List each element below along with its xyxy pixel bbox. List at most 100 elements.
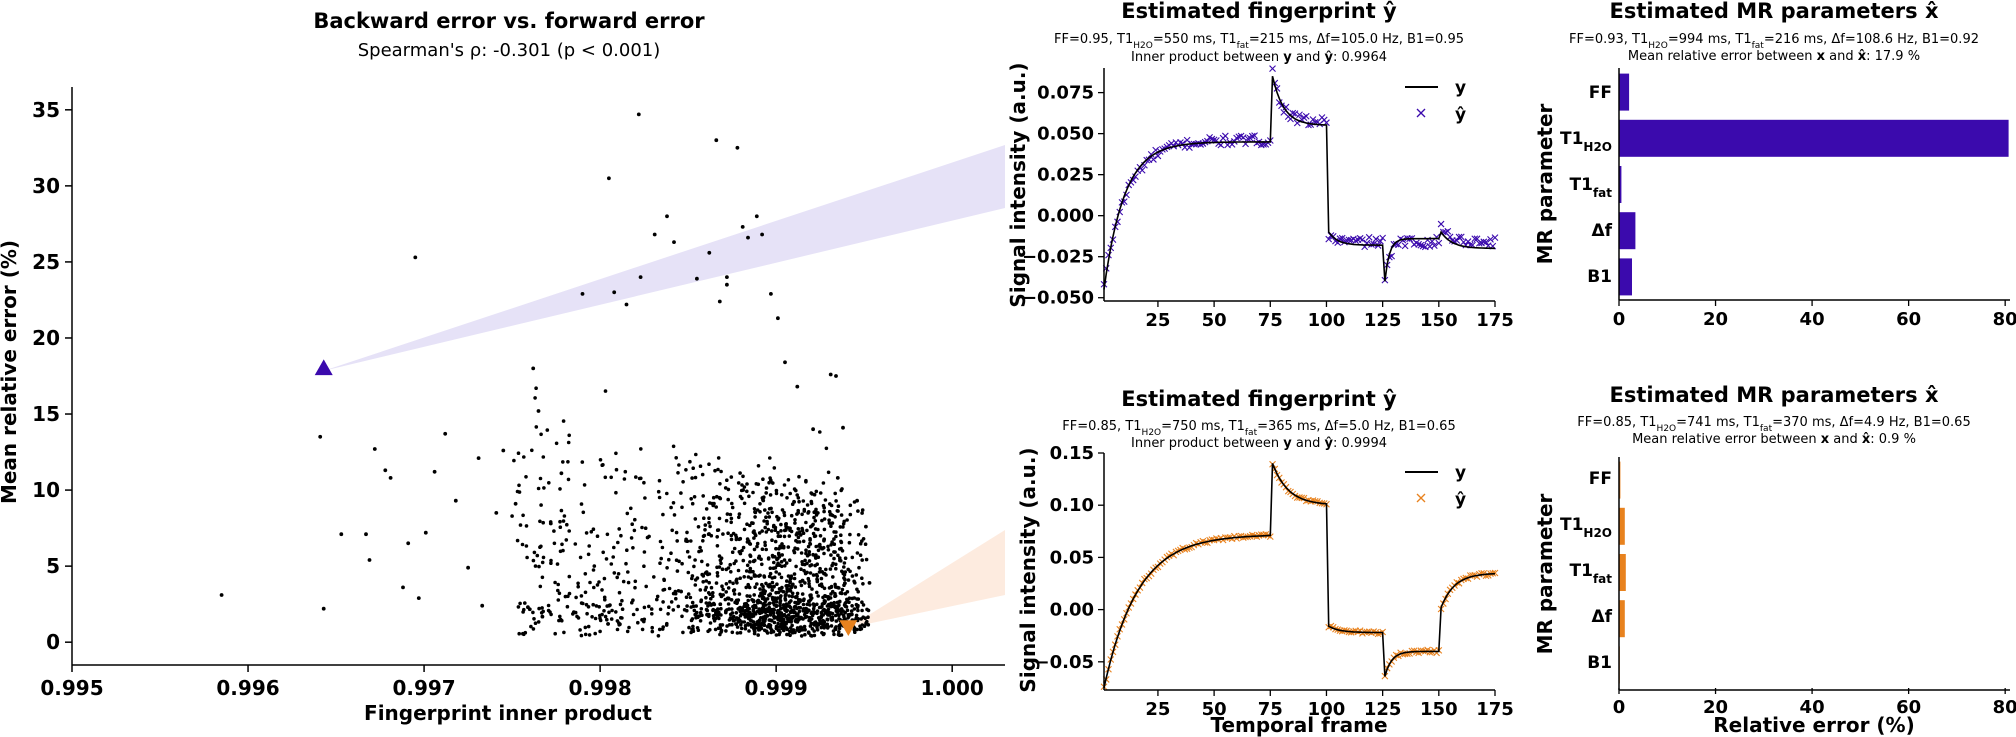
scatter-point [781, 617, 786, 622]
scatter-point [662, 587, 667, 592]
scatter-point [609, 475, 613, 480]
scatter-point [790, 615, 794, 619]
scatter-point [695, 576, 700, 580]
scatter-point [583, 625, 588, 630]
scatter-point [767, 574, 772, 579]
scatter-point [766, 527, 771, 532]
scatter-point [724, 609, 728, 613]
scatter-point [700, 472, 705, 477]
scatter-point [747, 629, 751, 633]
scatter-point [812, 492, 817, 497]
scatter-point [749, 569, 753, 574]
scatter-point [584, 531, 589, 535]
scatter-point [807, 618, 811, 623]
scatter-point [719, 469, 723, 474]
scatter-point [841, 425, 845, 430]
scatter-point [592, 585, 596, 590]
fp-yhat-marker [1401, 242, 1409, 250]
fp-yhat-marker [1491, 569, 1499, 577]
scatter-point [772, 466, 777, 470]
scatter-point [737, 592, 742, 596]
scatter-point [860, 558, 864, 562]
scatter-point [825, 622, 830, 627]
scatter-point [640, 525, 644, 530]
scatter-point [684, 537, 688, 542]
scatter-point [640, 627, 645, 632]
scatter-point [602, 609, 606, 613]
scatter-point [836, 509, 840, 513]
scatter-point [799, 551, 804, 555]
scatter-point [745, 537, 750, 541]
fp-x-tick-label: 175 [1476, 310, 1514, 331]
scatter-point [615, 627, 620, 632]
scatter-point [779, 529, 783, 533]
scatter-point [758, 502, 762, 506]
scatter-point [518, 601, 522, 606]
scatter-point [802, 568, 806, 573]
scatter-point [724, 590, 728, 594]
scatter-point [780, 508, 785, 512]
scatter-point [777, 516, 781, 521]
scatter-point [742, 527, 747, 532]
scatter-point [829, 585, 833, 589]
mr-top-label-b1: B1 [1587, 267, 1612, 287]
scatter-point [849, 609, 854, 613]
scatter-point [784, 592, 788, 597]
scatter-point [670, 528, 674, 533]
fp-y-tick-label: 0.000 [1037, 206, 1094, 227]
scatter-point [443, 431, 448, 436]
scatter-point [672, 513, 677, 517]
scatter-point [859, 626, 864, 631]
scatter-point [679, 589, 683, 594]
legend-yhat-marker [1416, 108, 1426, 118]
scatter-point [598, 618, 603, 623]
scatter-point [717, 516, 722, 521]
fp-yhat-marker [1282, 103, 1290, 111]
scatter-point [815, 590, 819, 595]
scatter-point [824, 573, 828, 577]
scatter-point [697, 614, 702, 618]
scatter-point [752, 536, 756, 540]
scatter-point [796, 511, 800, 515]
scatter-point [840, 587, 845, 592]
scatter-point [621, 579, 626, 584]
scatter-point [718, 623, 723, 627]
scatter-point [642, 619, 646, 624]
scatter-point [729, 537, 734, 542]
scatter-point [727, 623, 732, 627]
scatter-point [748, 553, 752, 557]
scatter-point [699, 599, 703, 604]
scatter-point [692, 564, 696, 569]
scatter-point [717, 554, 722, 558]
scatter-point [639, 447, 643, 451]
scatter-point [573, 610, 578, 615]
scatter-point [660, 627, 665, 631]
scatter-point [665, 491, 669, 496]
scatter-point [698, 545, 702, 550]
scatter-point [706, 629, 710, 634]
scatter-point [790, 594, 795, 599]
scatter-point [721, 532, 725, 536]
scatter-point [767, 622, 771, 627]
scatter-point [813, 519, 818, 523]
scatter-point [690, 501, 695, 506]
scatter-point [834, 534, 838, 539]
scatter-point [774, 488, 779, 493]
scatter-point [769, 292, 773, 296]
scatter-point [714, 138, 719, 143]
scatter-point [715, 494, 719, 499]
scatter-point [720, 567, 725, 571]
scatter-point [764, 486, 769, 490]
scatter-point [524, 475, 528, 479]
scatter-point [765, 597, 770, 601]
scatter-point [848, 532, 852, 537]
scatter-point [732, 618, 737, 622]
scatter-point [808, 537, 812, 541]
scatter-point [826, 607, 831, 612]
scatter-point [614, 490, 618, 495]
fp-bottom-plot [1100, 460, 1499, 691]
scatter-point [778, 601, 782, 605]
scatter-point [713, 627, 718, 632]
scatter-point [772, 523, 776, 528]
scatter-point [750, 521, 754, 525]
